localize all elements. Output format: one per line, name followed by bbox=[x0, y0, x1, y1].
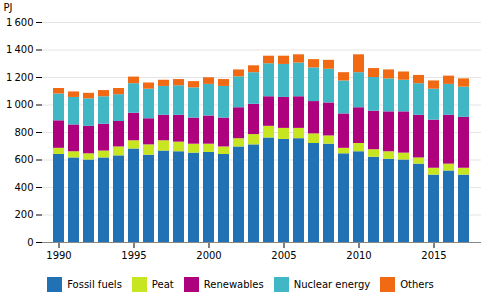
html-text:Nuclear energy: Nuclear energy bbox=[293, 279, 371, 290]
svg-text:1 200: 1 200 bbox=[6, 72, 33, 83]
svg-text:1990: 1990 bbox=[46, 250, 71, 261]
svg-text:600: 600 bbox=[14, 154, 33, 165]
svg-text:1 400: 1 400 bbox=[6, 44, 33, 55]
html-text:Peat: Peat bbox=[151, 279, 174, 290]
html-text:Others: Others bbox=[400, 279, 434, 290]
svg-text:2010: 2010 bbox=[346, 250, 371, 261]
svg-text:1 600: 1 600 bbox=[6, 17, 33, 28]
svg-text:1995: 1995 bbox=[121, 250, 146, 261]
svg-text:2000: 2000 bbox=[196, 250, 221, 261]
svg-text:200: 200 bbox=[14, 209, 33, 220]
svg-text:PJ: PJ bbox=[4, 2, 13, 13]
svg-text:0: 0 bbox=[27, 237, 33, 248]
svg-text:800: 800 bbox=[14, 127, 33, 138]
svg-text:2005: 2005 bbox=[271, 250, 296, 261]
svg-text:2015: 2015 bbox=[421, 250, 446, 261]
svg-text:400: 400 bbox=[14, 182, 33, 193]
svg-text:1 000: 1 000 bbox=[6, 99, 33, 110]
html-text:Fossil fuels: Fossil fuels bbox=[67, 279, 122, 290]
html-text:Renewables: Renewables bbox=[203, 279, 264, 290]
